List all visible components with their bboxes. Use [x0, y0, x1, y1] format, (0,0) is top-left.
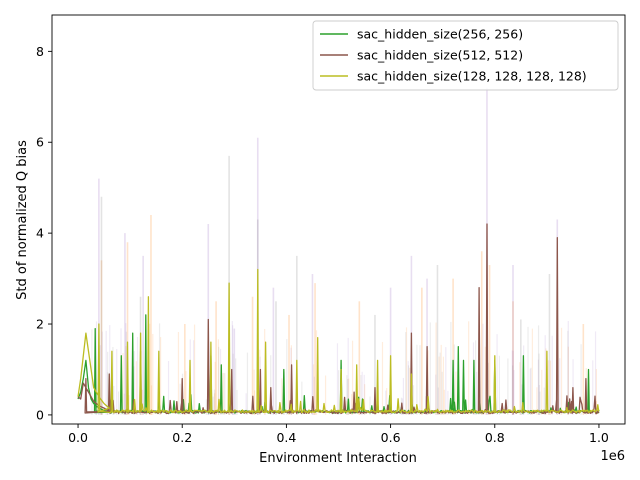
- x-tick-label: 0.4: [276, 430, 296, 445]
- x-axis-offset: 1e6: [600, 449, 625, 464]
- legend-label-256: sac_hidden_size(256, 256): [357, 27, 523, 42]
- series-line-2: [77, 268, 600, 414]
- y-tick-label: 8: [36, 44, 44, 59]
- series-lines: [77, 223, 600, 415]
- plot-area: [77, 87, 600, 415]
- axes-frame: [51, 14, 626, 425]
- x-tick-label: 0.6: [381, 430, 401, 445]
- y-axis-label: Std of normalized Q bias: [15, 140, 30, 300]
- x-tick-label: 0.0: [68, 430, 88, 445]
- legend-label-128x4: sac_hidden_size(128, 128, 128, 128): [357, 69, 587, 84]
- confidence-bands: [91, 87, 598, 415]
- y-tick-label: 6: [36, 135, 44, 150]
- legend: sac_hidden_size(256, 256) sac_hidden_siz…: [312, 20, 619, 91]
- y-tick-label: 0: [36, 407, 44, 422]
- y-tick-label: 4: [36, 226, 44, 241]
- x-tick-label: 1.0: [589, 430, 609, 445]
- x-axis-ticks: 0.0 0.2 0.4 0.6 0.8 1.0: [68, 424, 609, 445]
- x-tick-label: 0.2: [172, 430, 192, 445]
- x-tick-label: 0.8: [485, 430, 505, 445]
- y-axis-ticks: 0 2 4 6 8: [36, 44, 52, 422]
- legend-label-512: sac_hidden_size(512, 512): [357, 48, 523, 63]
- y-tick-label: 2: [36, 317, 44, 332]
- legend-frame: [312, 20, 619, 91]
- x-axis-label: Environment Interaction: [259, 451, 417, 466]
